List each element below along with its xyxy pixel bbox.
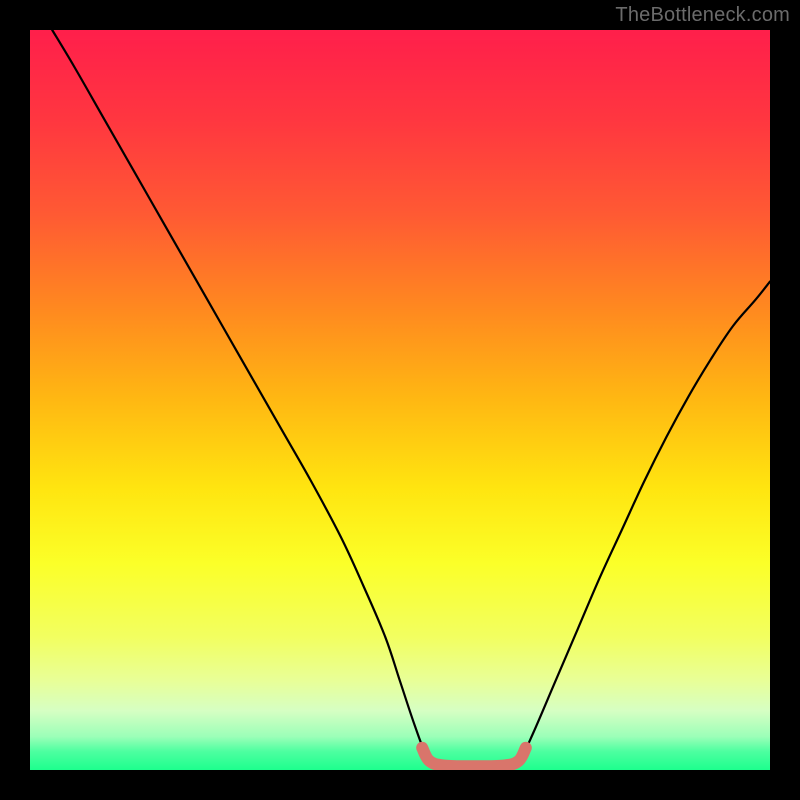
bottleneck-curve-chart: [0, 0, 800, 800]
chart-frame: TheBottleneck.com: [0, 0, 800, 800]
chart-background: [30, 30, 770, 770]
watermark-text: TheBottleneck.com: [615, 4, 790, 27]
